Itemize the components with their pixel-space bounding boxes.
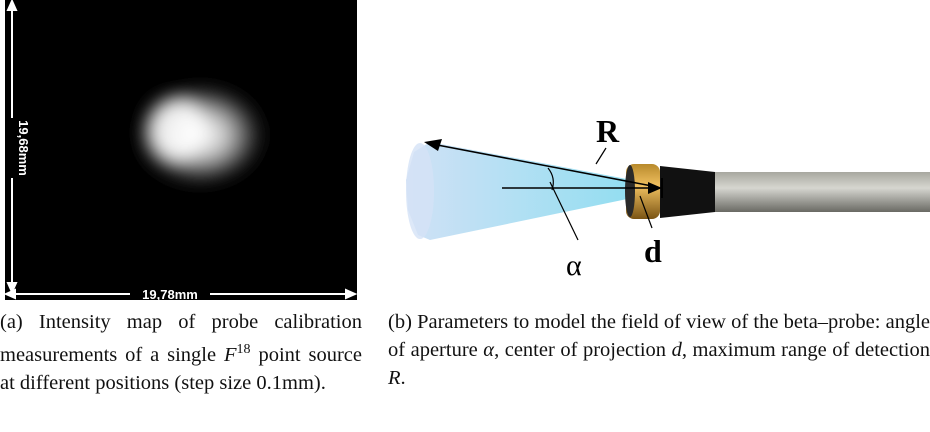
range-label: R (596, 113, 620, 149)
caption-b: (b) Parameters to model the field of vie… (388, 308, 930, 392)
height-label: 19,68mm (16, 120, 31, 176)
width-label: 19,78mm (142, 287, 198, 300)
intensity-map: 19,68mm 19,78mm (5, 0, 357, 300)
caption-superscript: 18 (237, 342, 251, 357)
figures: 19,68mm 19,78mm R α d (0, 0, 930, 300)
page: 19,68mm 19,78mm R α d (a) Intensity map … (0, 0, 930, 432)
caption-symbol: d (672, 339, 682, 361)
caption-symbol: α (483, 339, 494, 361)
caption-text: , maximum range of detection (682, 339, 930, 361)
center-label: d (644, 233, 662, 269)
caption-symbol: R (388, 367, 401, 389)
caption-text: . (401, 367, 406, 389)
caption-a: (a) Intensity map of probe calibration m… (0, 308, 362, 397)
caption-text: , center of projection (494, 339, 672, 361)
caption-symbol: F (224, 344, 237, 366)
angle-label: α (566, 249, 582, 282)
probe-diagram: R α d (406, 113, 930, 282)
